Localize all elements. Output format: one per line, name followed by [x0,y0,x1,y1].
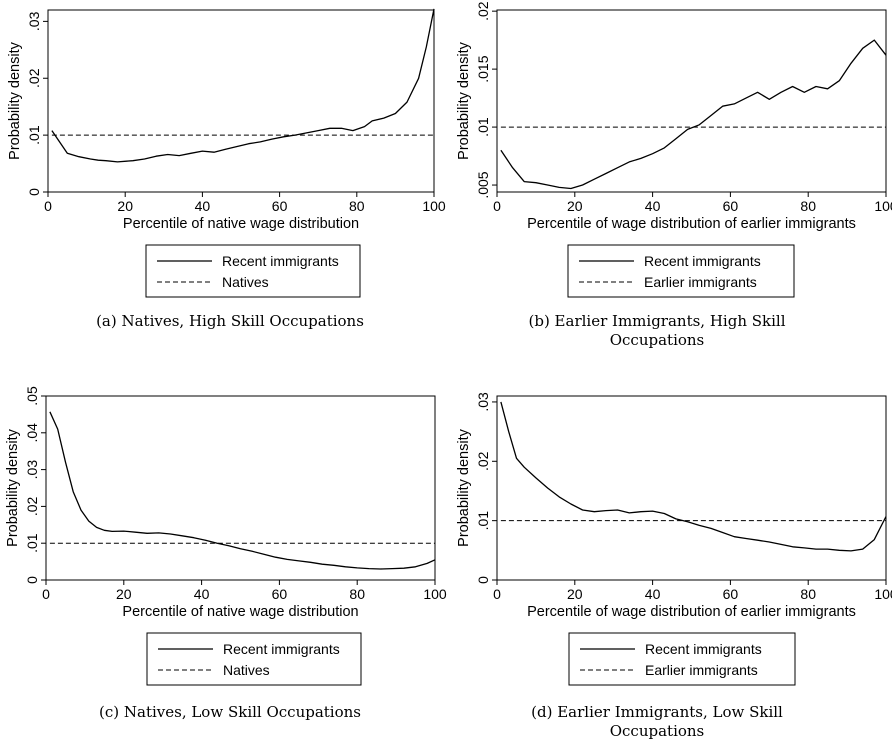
y-tick-label: .02 [475,451,491,471]
plot-frame [496,9,887,193]
y-tick-label: .04 [24,423,40,443]
plot-frame [47,9,435,193]
legend-label: Recent immigrants [222,253,339,269]
x-tick-label: 40 [645,198,661,214]
x-axis-title: Percentile of native wage distribution [123,216,359,232]
legend-box [146,632,362,686]
y-tick-label: .05 [24,386,40,406]
y-tick-label: .01 [475,117,491,137]
series-line-recent-immigrants [500,401,887,552]
legend: Recent immigrants Earlier immigrants [567,244,795,298]
legend-label: Natives [223,662,270,678]
legend-box [568,632,796,686]
x-tick-label: 80 [800,198,816,214]
x-tick-label: 80 [349,586,365,602]
y-tick-label: .02 [26,68,42,88]
x-tick-label: 100 [874,198,892,214]
x-tick-label: 0 [493,198,501,214]
x-tick-label: 100 [874,586,892,602]
x-tick-label: 60 [723,198,739,214]
legend-label: Earlier immigrants [644,274,757,290]
y-tick-label: 0 [475,576,491,584]
y-axis-title: Probability density [7,41,23,159]
series-line-recent-immigrants [500,39,887,190]
x-axis-title: Percentile of native wage distribution [122,604,358,620]
x-tick-label: 0 [44,198,52,214]
plot-frame [45,395,436,581]
y-tick-label: .01 [26,125,42,145]
y-tick-label: .015 [475,55,491,82]
y-tick-label: .02 [475,1,491,21]
legend-box [145,244,361,298]
y-tick-label: .03 [475,392,491,412]
plot-frame [496,395,887,581]
chart-panel-b: 0 20 40 60 80 100 .005 .01 .015 .02 Percentile of … [456,1,892,349]
series-line-recent-immigrants [51,8,435,163]
subfigure-caption: Occupations [610,722,705,740]
x-tick-label: 100 [422,198,446,214]
x-tick-label: 100 [423,586,447,602]
series-line-recent-immigrants [49,411,436,570]
y-tick-label: 0 [24,576,40,584]
legend-label: Recent immigrants [645,641,762,657]
y-tick-label: .01 [24,533,40,553]
x-tick-label: 60 [272,586,288,602]
legend: Recent immigrants Natives [145,244,361,298]
y-tick-label: .005 [475,171,491,198]
y-tick-label: 0 [26,188,42,196]
x-tick-label: 20 [567,586,583,602]
subfigure-caption: (c) Natives, Low Skill Occupations [99,703,361,721]
legend-label: Recent immigrants [223,641,340,657]
x-tick-label: 20 [117,198,133,214]
legend-label: Recent immigrants [644,253,761,269]
y-axis-title: Probability density [5,428,21,546]
x-tick-label: 0 [493,586,501,602]
y-tick-label: .01 [475,511,491,531]
y-axis-title: Probability density [456,428,472,546]
x-tick-label: 60 [272,198,288,214]
x-tick-label: 0 [42,586,50,602]
y-tick-label: .03 [26,11,42,31]
legend: Recent immigrants Earlier immigrants [568,632,796,686]
x-tick-label: 20 [567,198,583,214]
legend: Recent immigrants Natives [146,632,362,686]
subfigure-caption: Occupations [610,331,705,349]
x-tick-label: 20 [116,586,132,602]
x-tick-label: 80 [800,586,816,602]
chart-panel-c: 0 20 40 60 80 100 0 .01 .02 .03 .04 .05 Percentile o… [5,386,447,721]
legend-label: Natives [222,274,269,290]
x-tick-label: 40 [195,198,211,214]
x-axis-title: Percentile of wage distribution of earli… [527,216,856,232]
subfigure-caption: (d) Earlier Immigrants, Low Skill [531,703,783,721]
chart-panel-d: 0 20 40 60 80 100 0 .01 .02 .03 Percentile of wage… [456,392,892,740]
subfigure-caption: (a) Natives, High Skill Occupations [96,312,364,330]
y-tick-label: .02 [24,496,40,516]
y-axis-title: Probability density [456,41,472,159]
x-tick-label: 40 [194,586,210,602]
x-tick-label: 40 [645,586,661,602]
subfigure-caption: (b) Earlier Immigrants, High Skill [528,312,785,330]
chart-panel-a: 0 20 40 60 80 100 0 .01 .02 .03 Percentile of nati… [7,8,446,330]
legend-box [567,244,795,298]
x-tick-label: 60 [723,586,739,602]
legend-label: Earlier immigrants [645,662,758,678]
y-tick-label: .03 [24,460,40,480]
x-axis-title: Percentile of wage distribution of earli… [527,604,856,620]
x-tick-label: 80 [349,198,365,214]
